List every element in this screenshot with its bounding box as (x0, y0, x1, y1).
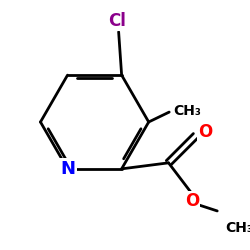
Text: CH₃: CH₃ (226, 221, 250, 235)
Text: O: O (185, 192, 199, 210)
Text: N: N (60, 160, 75, 178)
Text: Cl: Cl (108, 12, 126, 30)
Text: O: O (198, 123, 212, 141)
Text: CH₃: CH₃ (173, 104, 201, 118)
